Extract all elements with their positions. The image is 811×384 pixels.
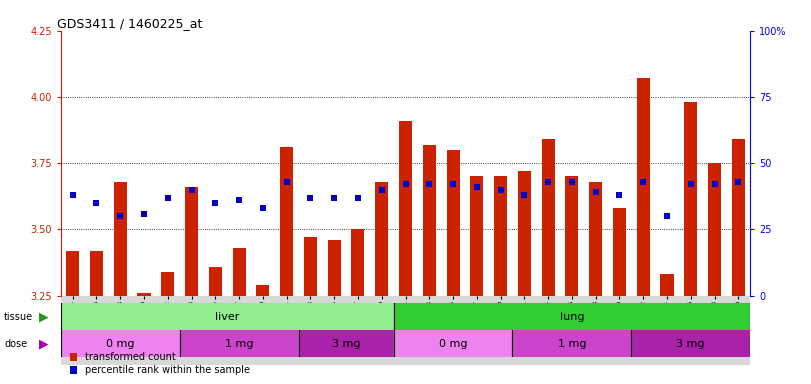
Bar	[631, 330, 750, 357]
Point	[114, 213, 127, 219]
Point	[660, 213, 673, 219]
Bar	[375, 182, 388, 296]
Point	[684, 181, 697, 187]
Bar	[399, 121, 412, 296]
Point	[375, 187, 388, 193]
Bar	[494, 176, 507, 296]
Point	[233, 197, 246, 204]
Bar	[393, 303, 750, 330]
Bar	[513, 330, 631, 357]
Point	[328, 195, 341, 201]
Point	[280, 179, 293, 185]
Bar	[256, 285, 269, 296]
Text: 1 mg: 1 mg	[558, 339, 586, 349]
Bar	[565, 176, 578, 296]
Bar	[61, 330, 180, 357]
Bar	[447, 150, 460, 296]
Bar	[185, 187, 198, 296]
Bar	[138, 293, 151, 296]
Bar	[542, 139, 555, 296]
Text: tissue: tissue	[4, 312, 33, 322]
Bar	[161, 272, 174, 296]
Bar	[298, 330, 393, 357]
Point	[708, 181, 721, 187]
Point	[637, 179, 650, 185]
Text: 0 mg: 0 mg	[439, 339, 467, 349]
Text: 3 mg: 3 mg	[676, 339, 705, 349]
Text: lung: lung	[560, 312, 584, 322]
Bar	[61, 303, 393, 330]
Point	[732, 179, 744, 185]
Point	[589, 189, 602, 195]
Text: 3 mg: 3 mg	[332, 339, 360, 349]
Point	[470, 184, 483, 190]
Bar	[208, 266, 222, 296]
Point	[185, 187, 198, 193]
Point	[447, 181, 460, 187]
Text: 1 mg: 1 mg	[225, 339, 253, 349]
Point	[138, 210, 151, 217]
Bar	[423, 145, 436, 296]
Bar	[114, 182, 127, 296]
Bar	[732, 139, 744, 296]
Bar	[233, 248, 246, 296]
Point	[161, 195, 174, 201]
Text: liver: liver	[215, 312, 239, 322]
Bar	[90, 251, 103, 296]
Point	[542, 179, 555, 185]
Bar	[304, 237, 317, 296]
Point	[565, 179, 578, 185]
Legend: transformed count, percentile rank within the sample: transformed count, percentile rank withi…	[66, 348, 254, 379]
Bar	[67, 251, 79, 296]
Bar	[684, 102, 697, 296]
Bar	[351, 229, 364, 296]
Point	[399, 181, 412, 187]
Point	[494, 187, 507, 193]
Text: GDS3411 / 1460225_at: GDS3411 / 1460225_at	[58, 17, 203, 30]
Point	[423, 181, 436, 187]
Point	[613, 192, 626, 198]
Bar	[280, 147, 294, 296]
Point	[351, 195, 364, 201]
Bar	[708, 163, 721, 296]
Bar	[517, 171, 531, 296]
Point	[209, 200, 222, 206]
Point	[67, 192, 79, 198]
Bar	[613, 208, 626, 296]
Bar	[470, 176, 483, 296]
Bar	[660, 275, 673, 296]
Text: ▶: ▶	[39, 337, 49, 350]
Text: dose: dose	[4, 339, 28, 349]
Point	[518, 192, 531, 198]
Bar	[328, 240, 341, 296]
Text: 0 mg: 0 mg	[106, 339, 135, 349]
Text: ▶: ▶	[39, 310, 49, 323]
Point	[256, 205, 269, 211]
Point	[304, 195, 317, 201]
Bar	[393, 330, 513, 357]
Point	[90, 200, 103, 206]
Bar	[180, 330, 298, 357]
Bar	[589, 182, 603, 296]
Bar	[637, 78, 650, 296]
